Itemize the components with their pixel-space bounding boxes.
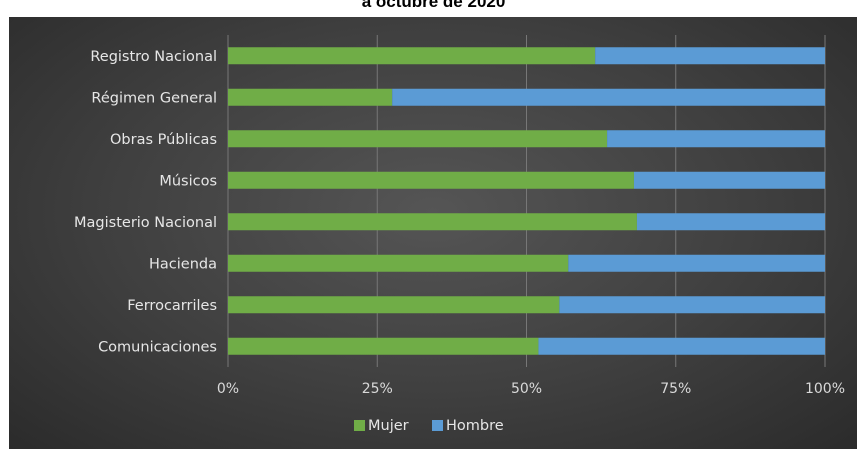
bar-hombre xyxy=(392,88,825,106)
x-tick-label: 50% xyxy=(511,381,542,397)
bar-hombre xyxy=(559,296,825,314)
chart-panel: 0% 25% 50% 75% 100% Registro Nacional Régimen … xyxy=(9,17,857,449)
legend-label-mujer: Mujer xyxy=(368,418,409,434)
legend-swatch-mujer xyxy=(354,420,365,431)
bar-mujer xyxy=(228,296,560,314)
bar-mujer xyxy=(228,47,596,65)
bar-mujer xyxy=(228,254,569,272)
category-label: Régimen General xyxy=(91,90,217,106)
category-label: Ferrocarriles xyxy=(127,298,217,314)
bar-mujer xyxy=(228,130,608,148)
bar-hombre xyxy=(595,47,825,65)
bar-hombre xyxy=(607,130,825,148)
category-label: Magisterio Nacional xyxy=(74,215,217,231)
bar-mujer xyxy=(228,88,393,106)
bar-mujer xyxy=(228,171,634,189)
bar-mujer xyxy=(228,213,637,231)
legend-swatch-hombre xyxy=(432,420,443,431)
category-label: Comunicaciones xyxy=(98,339,217,355)
x-tick-label: 0% xyxy=(217,381,239,397)
x-tick-label: 75% xyxy=(660,381,691,397)
category-label: Músicos xyxy=(159,173,217,189)
bar-chart: 0% 25% 50% 75% 100% Registro Nacional Régimen … xyxy=(74,35,845,434)
chart-title: a octubre de 2020 xyxy=(361,0,506,11)
bar-hombre xyxy=(633,171,825,189)
category-label: Registro Nacional xyxy=(90,49,217,65)
x-tick-label: 25% xyxy=(362,381,393,397)
category-label: Obras Públicas xyxy=(110,132,217,148)
bar-hombre xyxy=(636,213,825,231)
category-label: Hacienda xyxy=(149,256,217,272)
legend-label-hombre: Hombre xyxy=(446,418,504,434)
bar-hombre xyxy=(538,337,825,355)
bar-mujer xyxy=(228,337,539,355)
bar-hombre xyxy=(568,254,825,272)
x-tick-label: 100% xyxy=(805,381,845,397)
